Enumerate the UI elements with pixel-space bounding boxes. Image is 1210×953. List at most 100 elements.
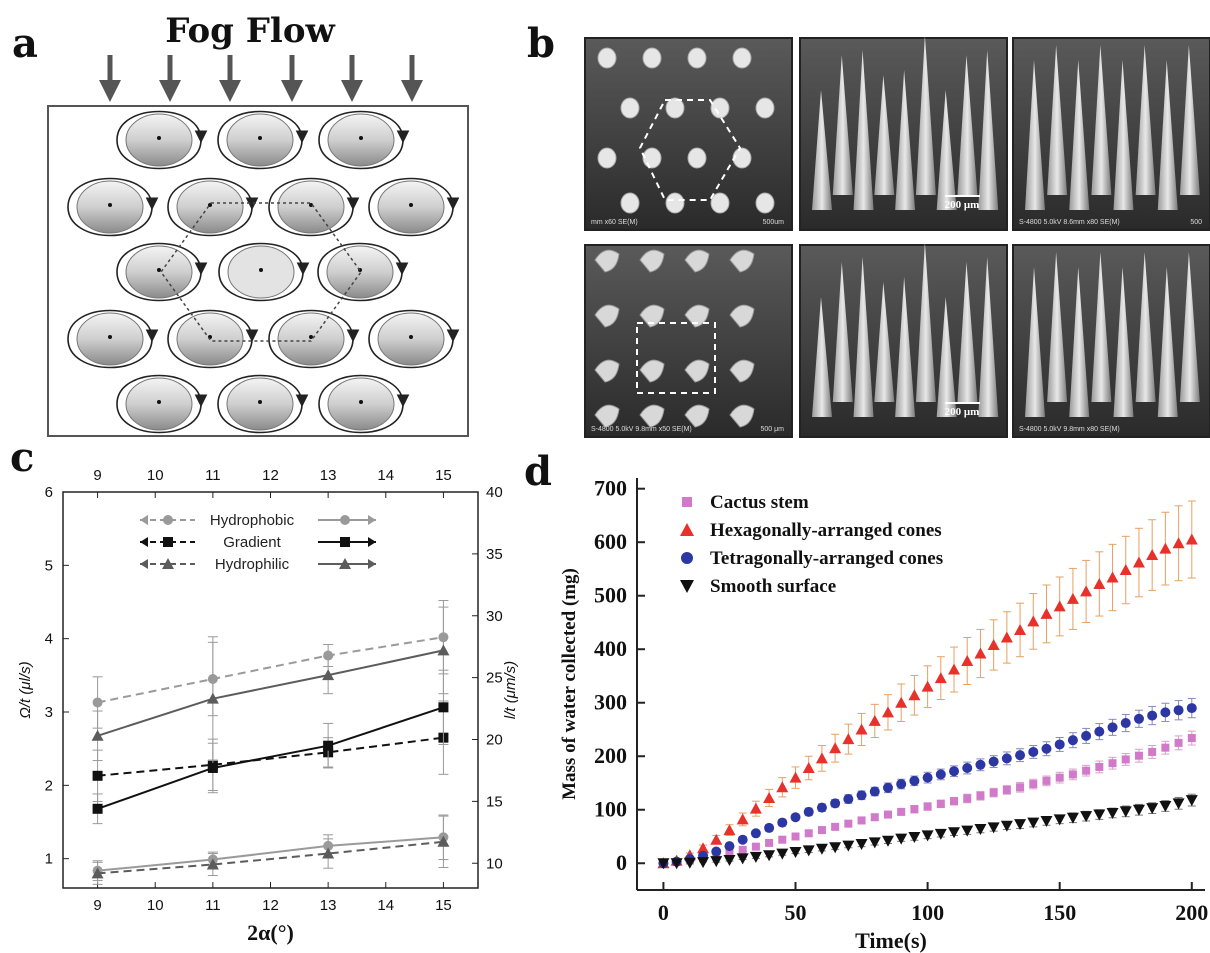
series-line (97, 706, 444, 810)
data-point (855, 723, 868, 735)
legend-label: Hydrophobic (210, 512, 295, 529)
data-point (989, 788, 998, 797)
x-tick-label: 15 (435, 897, 452, 914)
sem-caption: S-4800 5.0kV 9.8mm x80 SE(M) (1019, 426, 1120, 433)
data-point (339, 558, 351, 569)
series-line (97, 840, 444, 875)
data-point (803, 806, 814, 817)
data-point (438, 702, 449, 713)
panel-label-a: a (12, 20, 38, 67)
data-point (804, 829, 813, 838)
data-point (323, 650, 334, 661)
cone-tip (732, 147, 752, 169)
legend-label: Cactus stem (710, 492, 809, 513)
flow-curve (218, 271, 304, 302)
flow-curve (368, 309, 460, 343)
cone-tip (755, 192, 775, 214)
cone-tip (755, 97, 775, 119)
cone-tip (597, 47, 617, 69)
data-point (830, 798, 841, 809)
flow-curve (317, 271, 403, 302)
data-point (1040, 815, 1053, 827)
cone-tip (597, 147, 617, 169)
cone (1047, 252, 1068, 402)
data-point (975, 759, 986, 770)
flow-curve (116, 242, 208, 276)
flow-curve (167, 338, 253, 369)
y-left-tick-label: 6 (45, 484, 53, 501)
x-top-tick-label: 14 (377, 467, 394, 484)
y-right-tick-label: 35 (486, 546, 503, 563)
data-point (950, 797, 959, 806)
flow-curve (317, 242, 409, 276)
flow-curve (218, 242, 310, 276)
data-point (1107, 722, 1118, 733)
data-point (1040, 607, 1053, 619)
x-axis-label: Time(s) (855, 928, 927, 953)
data-point (1066, 592, 1079, 604)
cone (1179, 252, 1200, 402)
data-point (751, 842, 760, 851)
x-tick-label: 11 (205, 897, 221, 914)
data-point (163, 515, 173, 525)
data-point (437, 835, 450, 847)
sem-frame (1012, 244, 1210, 438)
data-point (1146, 549, 1159, 561)
data-point (1027, 817, 1040, 829)
data-point (922, 772, 933, 783)
y-right-tick-label: 40 (486, 484, 503, 501)
flow-curve (368, 177, 460, 211)
droplet-center (108, 335, 112, 339)
data-point (1000, 820, 1013, 832)
series-hydrophilic-left (91, 815, 450, 885)
flow-curve (318, 139, 404, 170)
data-point (908, 832, 921, 844)
data-point (750, 828, 761, 839)
panel-label-c: c (10, 434, 35, 481)
data-point (974, 824, 987, 836)
data-point (882, 782, 893, 793)
data-point (710, 856, 723, 868)
legend-label: Smooth surface (710, 576, 836, 597)
sem-hex-top: mm x60 SE(M) 500um (584, 37, 793, 231)
flow-curve (67, 206, 153, 237)
y-left-tick-label: 5 (45, 557, 53, 574)
y-tick-label: 200 (594, 743, 627, 768)
data-point (737, 834, 748, 845)
y-right-axis-label: l/t (μm/s) (502, 661, 519, 719)
droplet-center (359, 400, 363, 404)
cone (1135, 252, 1156, 402)
sem-frame (1012, 37, 1210, 231)
data-point (1054, 739, 1065, 750)
cone (853, 50, 874, 210)
fog-arrow-head-0 (99, 80, 121, 102)
data-point (1082, 766, 1091, 775)
data-point (1147, 710, 1158, 721)
data-point (789, 847, 802, 859)
legend-arrow-left (140, 515, 148, 525)
x-tick-label: 14 (377, 897, 394, 914)
legend-arrow-left (140, 559, 148, 569)
data-point (1172, 537, 1185, 549)
data-point (1174, 738, 1183, 747)
droplet-center (309, 203, 313, 207)
flow-curve (167, 206, 253, 237)
data-point (923, 802, 932, 811)
data-point (1172, 798, 1185, 810)
flow-curve (268, 206, 354, 237)
data-point (763, 850, 776, 862)
flow-curve (217, 110, 309, 144)
cone-tip (639, 359, 665, 383)
data-point (974, 647, 987, 659)
data-point (206, 858, 219, 870)
data-point (711, 846, 722, 857)
data-point (1053, 814, 1066, 826)
data-point (736, 853, 749, 865)
data-point (881, 706, 894, 718)
flow-curve (116, 403, 202, 434)
data-point (91, 729, 104, 741)
x-tick-label: 50 (785, 900, 807, 925)
legend-label: Gradient (223, 534, 281, 551)
data-point (1133, 713, 1144, 724)
